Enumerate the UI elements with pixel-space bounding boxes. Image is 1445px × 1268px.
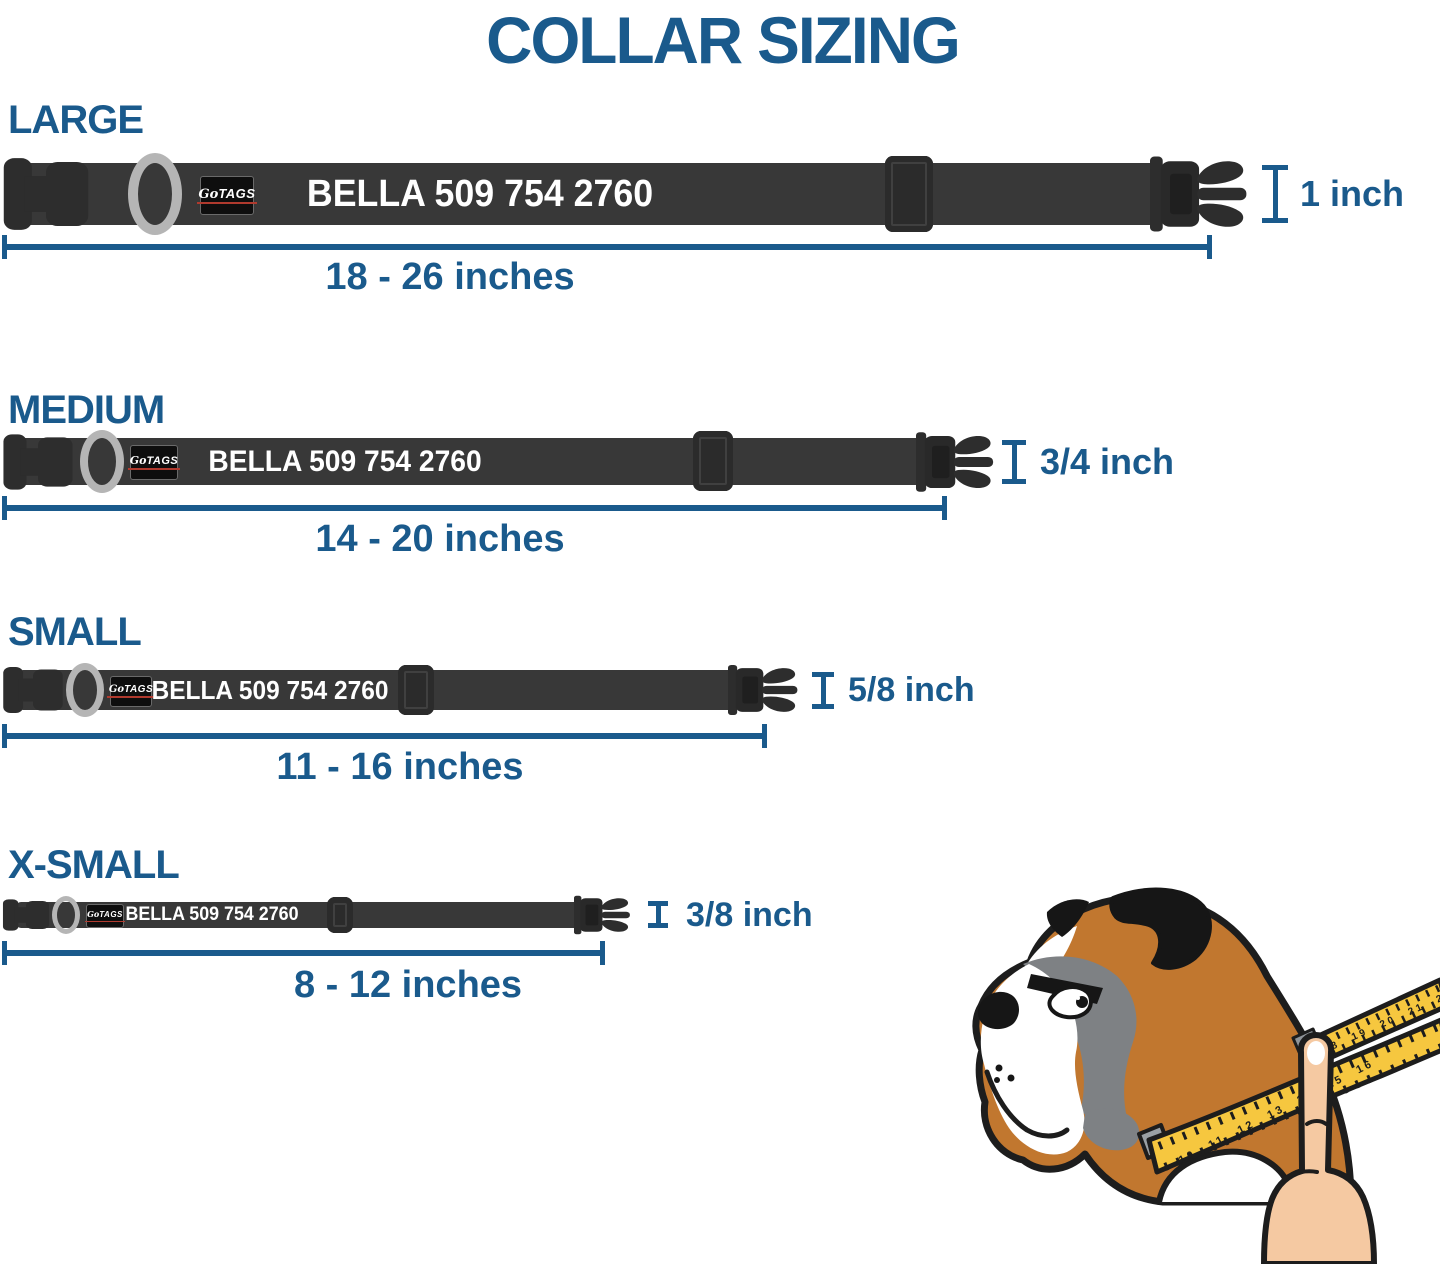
size-label-medium: MEDIUM [8,388,165,432]
brand-patch: GoTAGS [127,445,181,480]
collar-name-text: BELLA 509 754 2760 [208,445,482,478]
width-label: 3/4 inch [1040,441,1175,482]
buckle-left-icon [3,434,73,490]
page-title: COLLAR SIZING [486,3,961,77]
d-ring-icon [66,663,104,717]
width-label: 3/8 inch [686,896,813,934]
buckle-left-icon [3,667,63,713]
collar-name-text: BELLA 509 754 2760 [306,173,654,215]
length-range-label: 8 - 12 inches [293,964,523,1006]
width-indicator-icon [812,672,834,709]
width-indicator-icon [648,901,668,928]
d-ring-icon [80,430,124,493]
length-measure-line [2,235,1212,259]
d-ring-icon [128,153,182,235]
d-ring-icon [52,896,80,934]
size-label-large: LARGE [8,98,144,142]
buckle-right-icon [728,665,798,715]
collar-name-text: BELLA 509 754 2760 [151,675,389,705]
buckle-right-icon [574,895,630,935]
brand-logo: GoTAGS [196,186,258,205]
strap-slider-icon [885,156,933,232]
hand-icon [1261,1032,1377,1264]
dog-illustration: 10 11 12 13 14 15 16 18 19 20 21 22 23 [972,887,1440,1264]
width-indicator-icon [1002,440,1026,484]
buckle-right-icon [916,432,994,492]
dog-nose [977,991,1019,1030]
strap-slider-icon [398,665,434,715]
strap-slider-icon [327,897,353,933]
brand-logo: GoTAGS [106,684,156,699]
brand-patch: GoTAGS [196,176,258,215]
brand-patch: GoTAGS [85,904,125,928]
width-label: 5/8 inch [848,671,975,709]
size-label-xsmall: X-SMALL [8,843,180,887]
length-measure-line [2,941,605,965]
length-range-label: 18 - 26 inches [325,256,575,298]
brand-logo: GoTAGS [127,454,181,471]
brand-logo: GoTAGS [85,910,125,922]
width-label: 1 inch [1300,173,1405,214]
buckle-right-icon [1150,156,1247,232]
strap-slider-icon [693,431,733,491]
length-range-label: 14 - 20 inches [315,518,565,560]
buckle-left-icon [3,158,89,230]
dog-eye [1047,985,1093,1020]
collar-name-text: BELLA 509 754 2760 [125,904,299,925]
length-measure-line [2,496,947,520]
width-indicator-icon [1262,165,1288,223]
buckle-left-icon [2,899,50,931]
length-range-label: 11 - 16 inches [276,746,524,788]
length-measure-line [2,724,767,748]
brand-patch: GoTAGS [106,676,156,707]
fingernail [1307,1041,1325,1065]
size-label-small: SMALL [8,610,142,654]
